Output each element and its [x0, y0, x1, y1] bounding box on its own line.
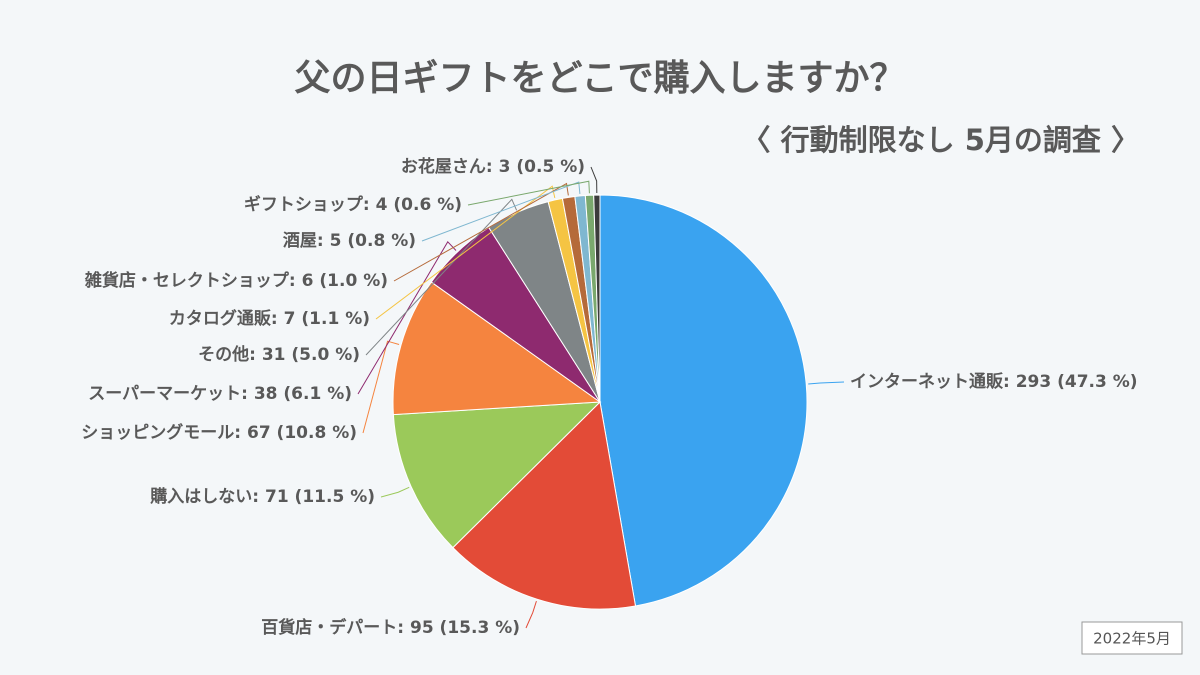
category-label: ショッピングモール — [81, 422, 234, 443]
leader-line — [375, 185, 556, 320]
leader-line — [525, 600, 537, 629]
chart-subtitle: 〈 行動制限なし 5月の調査 〉 — [742, 123, 1140, 157]
value-label: 71 (11.5 %) — [265, 487, 375, 507]
leader-line — [362, 340, 400, 434]
value-label: 31 (5.0 %) — [262, 345, 360, 365]
label-separator: : — [289, 271, 302, 291]
leader-line — [590, 166, 598, 194]
label-separator: : — [397, 618, 410, 638]
data-label: その他: 31 (5.0 %) — [198, 344, 360, 365]
value-label: 38 (6.1 %) — [254, 384, 352, 404]
data-label: ショッピングモール: 67 (10.8 %) — [81, 422, 357, 443]
leader-line — [380, 486, 410, 498]
leader-line — [365, 198, 518, 356]
pie-slice — [599, 194, 808, 607]
data-label: ギフトショップ: 4 (0.6 %) — [244, 194, 462, 215]
footnote: 2022年5月 — [1093, 630, 1171, 648]
category-label: インターネット通販 — [850, 371, 1004, 392]
value-label: 293 (47.3 %) — [1016, 372, 1138, 392]
value-label: 67 (10.8 %) — [247, 423, 357, 443]
data-label: 購入はしない: 71 (11.5 %) — [150, 486, 375, 507]
pie-slice — [593, 194, 601, 403]
pie-slice — [392, 401, 602, 549]
category-label: 百貨店・デパート — [261, 617, 397, 638]
data-label: 百貨店・デパート: 95 (15.3 %) — [261, 617, 520, 638]
label-separator: : — [234, 423, 247, 443]
pie-slice — [392, 281, 602, 416]
data-label: インターネット通販: 293 (47.3 %) — [850, 371, 1138, 392]
label-separator: : — [271, 309, 284, 329]
data-label: お花屋さん: 3 (0.5 %) — [401, 156, 585, 177]
data-label: 雑貨店・セレクトショップ: 6 (1.0 %) — [84, 270, 388, 291]
value-label: 95 (15.3 %) — [410, 618, 520, 638]
value-label: 7 (1.1 %) — [284, 309, 370, 329]
category-label: ギフトショップ — [244, 194, 364, 215]
category-label: その他 — [198, 344, 249, 365]
category-label: 酒屋 — [283, 230, 317, 251]
category-label: 雑貨店・セレクトショップ — [84, 270, 290, 291]
label-separator: : — [317, 231, 330, 251]
chart-title: 父の日ギフトをどこで購入しますか？ — [295, 58, 906, 99]
value-label: 5 (0.8 %) — [330, 231, 416, 251]
footnote-box — [1081, 621, 1183, 655]
leader-line — [467, 180, 590, 206]
category-label: 購入はしない — [150, 486, 252, 507]
label-separator: : — [241, 384, 254, 404]
value-label: 6 (1.0 %) — [302, 271, 388, 291]
label-separator: : — [252, 487, 265, 507]
category-label: スーパーマーケット — [88, 384, 241, 404]
pie-slice — [452, 400, 637, 610]
label-separator: : — [486, 157, 499, 177]
category-label: お花屋さん — [401, 156, 486, 177]
leader-line — [808, 381, 845, 385]
label-separator: : — [249, 345, 262, 365]
data-label: 酒屋: 5 (0.8 %) — [283, 230, 416, 251]
label-separator: : — [1003, 372, 1016, 392]
data-label: カタログ通販: 7 (1.1 %) — [169, 308, 370, 329]
leader-line — [421, 181, 581, 242]
leader-line — [393, 182, 569, 282]
value-label: 4 (0.6 %) — [376, 195, 462, 215]
value-label: 3 (0.5 %) — [499, 157, 585, 177]
label-separator: : — [363, 195, 376, 215]
category-label: カタログ通販 — [169, 308, 272, 329]
data-label: スーパーマーケット: 38 (6.1 %) — [88, 384, 352, 404]
